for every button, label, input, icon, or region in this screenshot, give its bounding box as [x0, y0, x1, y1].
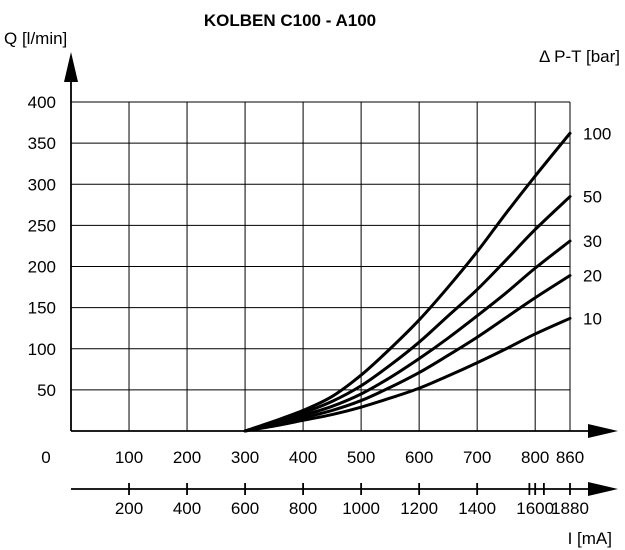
- series-label-20: 20: [583, 267, 602, 286]
- secondary-tick-label-400: 400: [173, 499, 201, 518]
- x-axis-arrow-icon: [588, 424, 618, 438]
- legend-title: Δ P-T [bar]: [539, 47, 620, 66]
- x-tick-label-100: 100: [115, 448, 143, 467]
- secondary-tick-label-1880: 1880: [551, 499, 589, 518]
- secondary-x-axis-arrow-icon: [588, 482, 618, 496]
- curve-100-bar: [243, 131, 572, 433]
- secondary-tick-label-1600: 1600: [516, 499, 554, 518]
- x-tick-label-0: 0: [41, 448, 50, 467]
- x-tick-label-200: 200: [173, 448, 201, 467]
- y-tick-label-50: 50: [37, 381, 56, 400]
- x-tick-label-860: 860: [556, 448, 584, 467]
- y-axis-arrow-icon: [64, 52, 78, 82]
- series-label-100: 100: [583, 124, 611, 143]
- x-tick-label-400: 400: [289, 448, 317, 467]
- curve-50-bar: [243, 195, 572, 433]
- series-label-30: 30: [583, 232, 602, 251]
- curve-20-bar: [243, 274, 572, 433]
- secondary-x-axis-label: I [mA]: [568, 529, 612, 548]
- y-axis-label: Q [l/min]: [4, 29, 67, 48]
- curve-30-bar: [243, 239, 572, 433]
- x-tick-label-800: 800: [521, 448, 549, 467]
- y-tick-label-100: 100: [28, 340, 56, 359]
- series-label-10: 10: [583, 309, 602, 328]
- secondary-tick-label-1400: 1400: [458, 499, 496, 518]
- x-tick-label-700: 700: [463, 448, 491, 467]
- secondary-tick-label-600: 600: [231, 499, 259, 518]
- y-tick-label-300: 300: [28, 175, 56, 194]
- y-tick-label-250: 250: [28, 216, 56, 235]
- chart-title: KOLBEN C100 - A100: [204, 11, 376, 30]
- y-tick-label-150: 150: [28, 299, 56, 318]
- x-tick-label-300: 300: [231, 448, 259, 467]
- x-tick-label-500: 500: [347, 448, 375, 467]
- secondary-tick-label-800: 800: [289, 499, 317, 518]
- y-tick-label-350: 350: [28, 134, 56, 153]
- secondary-tick-label-1200: 1200: [400, 499, 438, 518]
- x-tick-label-600: 600: [405, 448, 433, 467]
- series-label-50: 50: [583, 188, 602, 207]
- y-tick-label-400: 400: [28, 93, 56, 112]
- y-tick-label-200: 200: [28, 258, 56, 277]
- secondary-tick-label-1000: 1000: [342, 499, 380, 518]
- curve-10-bar: [243, 316, 572, 433]
- secondary-tick-label-200: 200: [115, 499, 143, 518]
